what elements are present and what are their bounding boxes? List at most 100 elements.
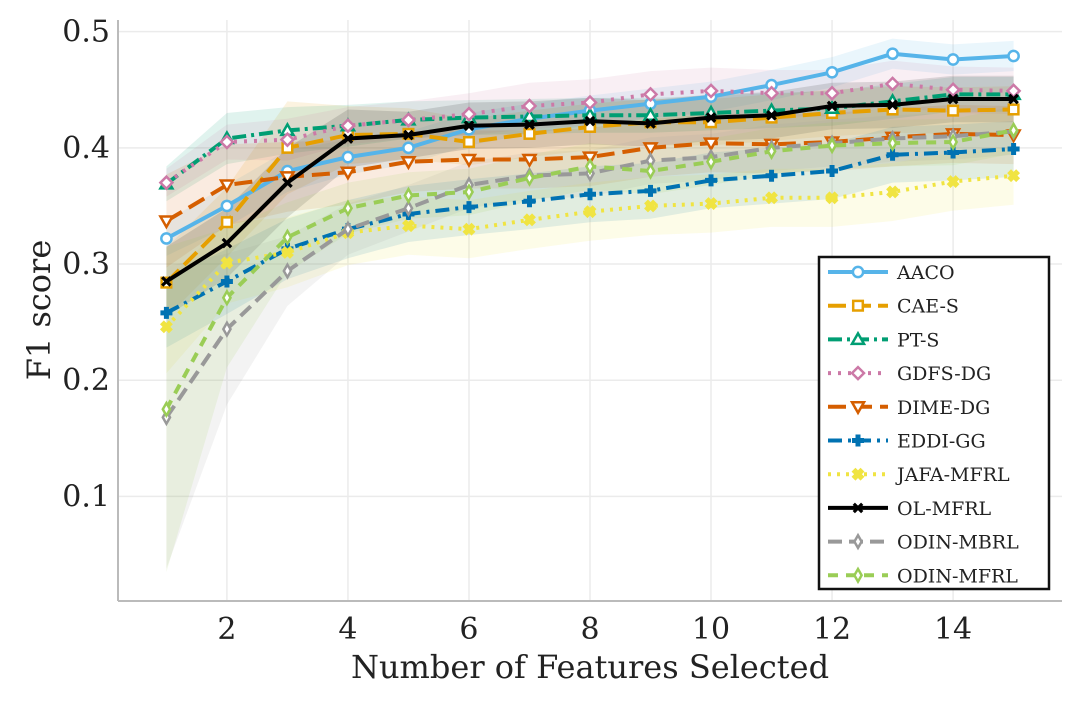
legend-item-dime-dg: DIME-DG bbox=[828, 397, 990, 419]
point-jafa-mfrl bbox=[523, 213, 536, 227]
series-gdfs-dg bbox=[158, 76, 1022, 191]
legend-label: DIME-DG bbox=[897, 397, 990, 419]
point-odin-mfrl bbox=[403, 186, 414, 205]
x-tick-label: 8 bbox=[580, 612, 599, 647]
point-jafa-mfrl bbox=[280, 245, 294, 259]
y-tick-label: 0.4 bbox=[62, 131, 110, 166]
point-ol-mfrl bbox=[766, 109, 777, 121]
point-odin-mfrl bbox=[161, 400, 172, 419]
point-aaco bbox=[1007, 49, 1020, 63]
point-odin-mfrl bbox=[463, 183, 475, 201]
point-odin-mbrl bbox=[403, 199, 414, 218]
legend-marker bbox=[849, 401, 867, 416]
point-gdfs-dg bbox=[461, 106, 477, 122]
point-cae-s bbox=[462, 135, 476, 149]
legend-item-pt-s: PT-S bbox=[828, 329, 939, 351]
point-jafa-mfrl bbox=[886, 185, 900, 199]
point-odin-mbrl bbox=[342, 220, 353, 238]
band-dime-dg bbox=[166, 104, 1014, 268]
legend-box bbox=[817, 255, 1051, 591]
point-jafa-mfrl bbox=[1007, 169, 1021, 183]
point-eddi-gg bbox=[1007, 142, 1020, 155]
point-gdfs-dg bbox=[824, 85, 840, 101]
y-tick-label: 0.1 bbox=[62, 479, 110, 514]
point-aaco bbox=[946, 53, 960, 66]
point-jafa-mfrl bbox=[220, 256, 234, 270]
series-odin-mfrl bbox=[161, 121, 1019, 419]
legend-label: EDDI-GG bbox=[897, 431, 986, 453]
point-odin-mfrl bbox=[1008, 121, 1019, 140]
legend-label: ODIN-MFRL bbox=[897, 565, 1018, 587]
point-dime-dg bbox=[460, 153, 478, 168]
point-aaco bbox=[220, 199, 234, 213]
point-eddi-gg bbox=[584, 188, 596, 201]
point-jafa-mfrl bbox=[462, 222, 476, 236]
point-ol-mfrl bbox=[524, 119, 535, 130]
point-ol-mfrl bbox=[463, 120, 475, 132]
legend-label: JAFA-MFRL bbox=[895, 464, 1010, 486]
point-aaco bbox=[402, 141, 415, 155]
point-dime-dg bbox=[218, 179, 236, 194]
legend-marker bbox=[852, 502, 864, 514]
point-odin-mfrl bbox=[221, 288, 232, 307]
point-eddi-gg bbox=[765, 169, 778, 182]
band-odin-mfrl bbox=[166, 107, 1014, 572]
point-jafa-mfrl bbox=[644, 199, 657, 213]
point-dime-dg bbox=[521, 153, 538, 168]
point-gdfs-dg bbox=[158, 174, 175, 191]
point-odin-mbrl bbox=[221, 320, 232, 338]
legend: AACO CAE-S PT-S GDFS-DG DIME-DG EDDI-GG JAFA-M… bbox=[817, 255, 1051, 591]
legend-item-aaco: AACO bbox=[828, 262, 955, 284]
point-ol-mfrl bbox=[342, 133, 354, 144]
legend-marker bbox=[851, 299, 865, 312]
point-odin-mfrl bbox=[766, 142, 777, 161]
point-cae-s bbox=[1007, 103, 1020, 116]
point-pt-s bbox=[642, 106, 659, 122]
point-dime-dg bbox=[339, 166, 357, 181]
point-odin-mfrl bbox=[827, 136, 838, 155]
point-jafa-mfrl bbox=[704, 197, 718, 211]
point-gdfs-dg bbox=[703, 83, 719, 99]
point-aaco bbox=[825, 65, 839, 79]
point-gdfs-dg bbox=[521, 98, 538, 114]
legend-item-cae-s: CAE-S bbox=[828, 296, 959, 318]
y-axis-label: F1 score bbox=[20, 240, 58, 381]
point-ol-mfrl bbox=[584, 115, 596, 127]
line-jafa-mfrl bbox=[164, 173, 1014, 329]
point-pt-s bbox=[521, 107, 538, 123]
point-odin-mfrl bbox=[342, 199, 353, 218]
series-lines bbox=[158, 47, 1022, 427]
y-tick-label: 0.5 bbox=[62, 15, 110, 50]
series-ol-mfrl bbox=[161, 93, 1019, 287]
x-tick-label: 2 bbox=[217, 612, 236, 647]
legend-label: AACO bbox=[896, 262, 955, 284]
point-jafa-mfrl bbox=[765, 191, 778, 205]
legend-item-gdfs-dg: GDFS-DG bbox=[828, 363, 991, 385]
point-odin-mfrl bbox=[948, 133, 959, 151]
x-tick-label: 10 bbox=[692, 612, 730, 647]
point-aaco bbox=[160, 232, 173, 245]
legend-item-jafa-mfrl: JAFA-MFRL bbox=[828, 464, 1010, 486]
point-ol-mfrl bbox=[645, 118, 656, 129]
x-axis-label: Number of Features Selected bbox=[351, 648, 829, 686]
legend-item-ol-mfrl: OL-MFRL bbox=[828, 498, 992, 520]
point-ol-mfrl bbox=[947, 93, 959, 105]
legend-label: GDFS-DG bbox=[897, 363, 991, 385]
point-eddi-gg bbox=[523, 195, 536, 208]
point-odin-mbrl bbox=[282, 262, 293, 280]
point-eddi-gg bbox=[705, 174, 718, 187]
legend-marker bbox=[852, 532, 864, 551]
legend-marker bbox=[852, 566, 864, 585]
legend-label: ODIN-MBRL bbox=[897, 532, 1019, 554]
point-cae-s bbox=[220, 216, 233, 229]
point-jafa-mfrl bbox=[825, 191, 839, 205]
point-odin-mfrl bbox=[645, 162, 656, 180]
legend-label: OL-MFRL bbox=[897, 498, 992, 520]
point-eddi-gg bbox=[462, 201, 475, 214]
point-eddi-gg bbox=[826, 165, 839, 178]
point-ol-mfrl bbox=[826, 100, 838, 112]
point-jafa-mfrl bbox=[583, 205, 597, 219]
point-ol-mfrl bbox=[161, 276, 172, 287]
legend-item-odin-mbrl: ODIN-MBRL bbox=[828, 532, 1019, 554]
point-ol-mfrl bbox=[282, 177, 293, 189]
